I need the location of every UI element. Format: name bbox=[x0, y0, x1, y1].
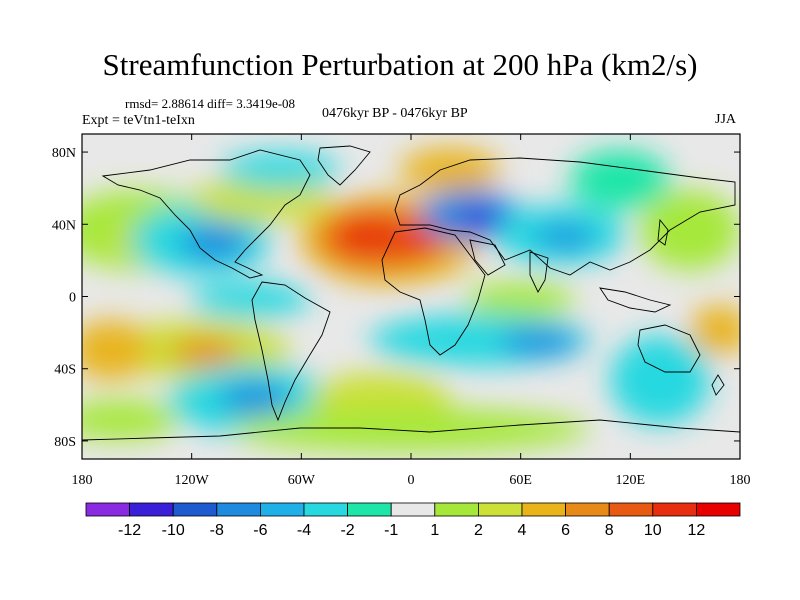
colorbar-label: -6 bbox=[253, 522, 267, 539]
colorbar-label: -4 bbox=[297, 522, 311, 539]
colorbar-swatch bbox=[129, 502, 174, 517]
colorbar-label: -8 bbox=[210, 522, 224, 539]
colorbar-swatch bbox=[390, 502, 436, 517]
colorbar-label: -1 bbox=[384, 522, 398, 539]
colorbar-swatch bbox=[85, 502, 130, 517]
contour-field bbox=[82, 148, 740, 452]
colorbar-label: 4 bbox=[518, 522, 527, 539]
chart-title: Streamfunction Perturbation at 200 hPa (… bbox=[102, 47, 698, 82]
colorbar-swatch bbox=[521, 502, 566, 517]
colorbar-swatch bbox=[477, 502, 523, 517]
colorbar-label: -10 bbox=[162, 522, 185, 539]
colorbar-swatch bbox=[259, 502, 305, 517]
x-tick-label: 60E bbox=[509, 473, 532, 488]
colorbar-swatch bbox=[216, 502, 261, 517]
colorbar-swatch bbox=[652, 502, 697, 517]
colorbar-swatch bbox=[696, 502, 741, 517]
x-tick-label: 0 bbox=[408, 473, 415, 488]
colorbar-swatch bbox=[172, 502, 218, 517]
colorbar-swatch bbox=[565, 502, 610, 517]
colorbar-label: 2 bbox=[474, 522, 483, 539]
colorbar-label: 12 bbox=[688, 522, 706, 539]
y-tick-label: 80S bbox=[54, 435, 76, 450]
colorbar-label: 8 bbox=[605, 522, 614, 539]
y-tick-label: 80N bbox=[52, 146, 76, 161]
y-tick-label: 40N bbox=[52, 218, 76, 233]
colorbar-swatch bbox=[347, 502, 392, 517]
x-tick-label: 120W bbox=[175, 473, 210, 488]
season-label: JJA bbox=[715, 112, 737, 127]
stats-label: rmsd= 2.88614 diff= 3.3419e-08 bbox=[125, 96, 296, 111]
x-tick-label: 120E bbox=[616, 473, 646, 488]
colorbar-swatch bbox=[303, 502, 348, 517]
x-axis: 180 120W 60W 0 60E 120E 180 bbox=[72, 134, 751, 488]
experiment-label: Expt = teVtn1-teIxn bbox=[82, 113, 195, 128]
colorbar-label: 6 bbox=[561, 522, 570, 539]
colorbar-label: 10 bbox=[644, 522, 662, 539]
colorbar-label: 1 bbox=[430, 522, 439, 539]
x-tick-label: 180 bbox=[730, 473, 751, 488]
colorbar-label: -12 bbox=[118, 522, 141, 539]
x-tick-label: 60W bbox=[288, 473, 316, 488]
y-tick-label: 40S bbox=[54, 363, 76, 378]
colorbar-swatch bbox=[608, 502, 654, 517]
y-tick-label: 0 bbox=[69, 291, 76, 306]
colorbar-label: -2 bbox=[340, 522, 354, 539]
period-label: 0476kyr BP - 0476kyr BP bbox=[322, 106, 468, 121]
colorbar: -12 -10 -8 -6 -4 -2 -1 1 2 4 6 8 10 12 bbox=[85, 502, 741, 539]
coastlines bbox=[82, 145, 740, 441]
x-tick-label: 180 bbox=[72, 473, 93, 488]
colorbar-swatch bbox=[434, 502, 479, 517]
y-axis: 80N 40N 0 40S 80S bbox=[52, 146, 740, 450]
